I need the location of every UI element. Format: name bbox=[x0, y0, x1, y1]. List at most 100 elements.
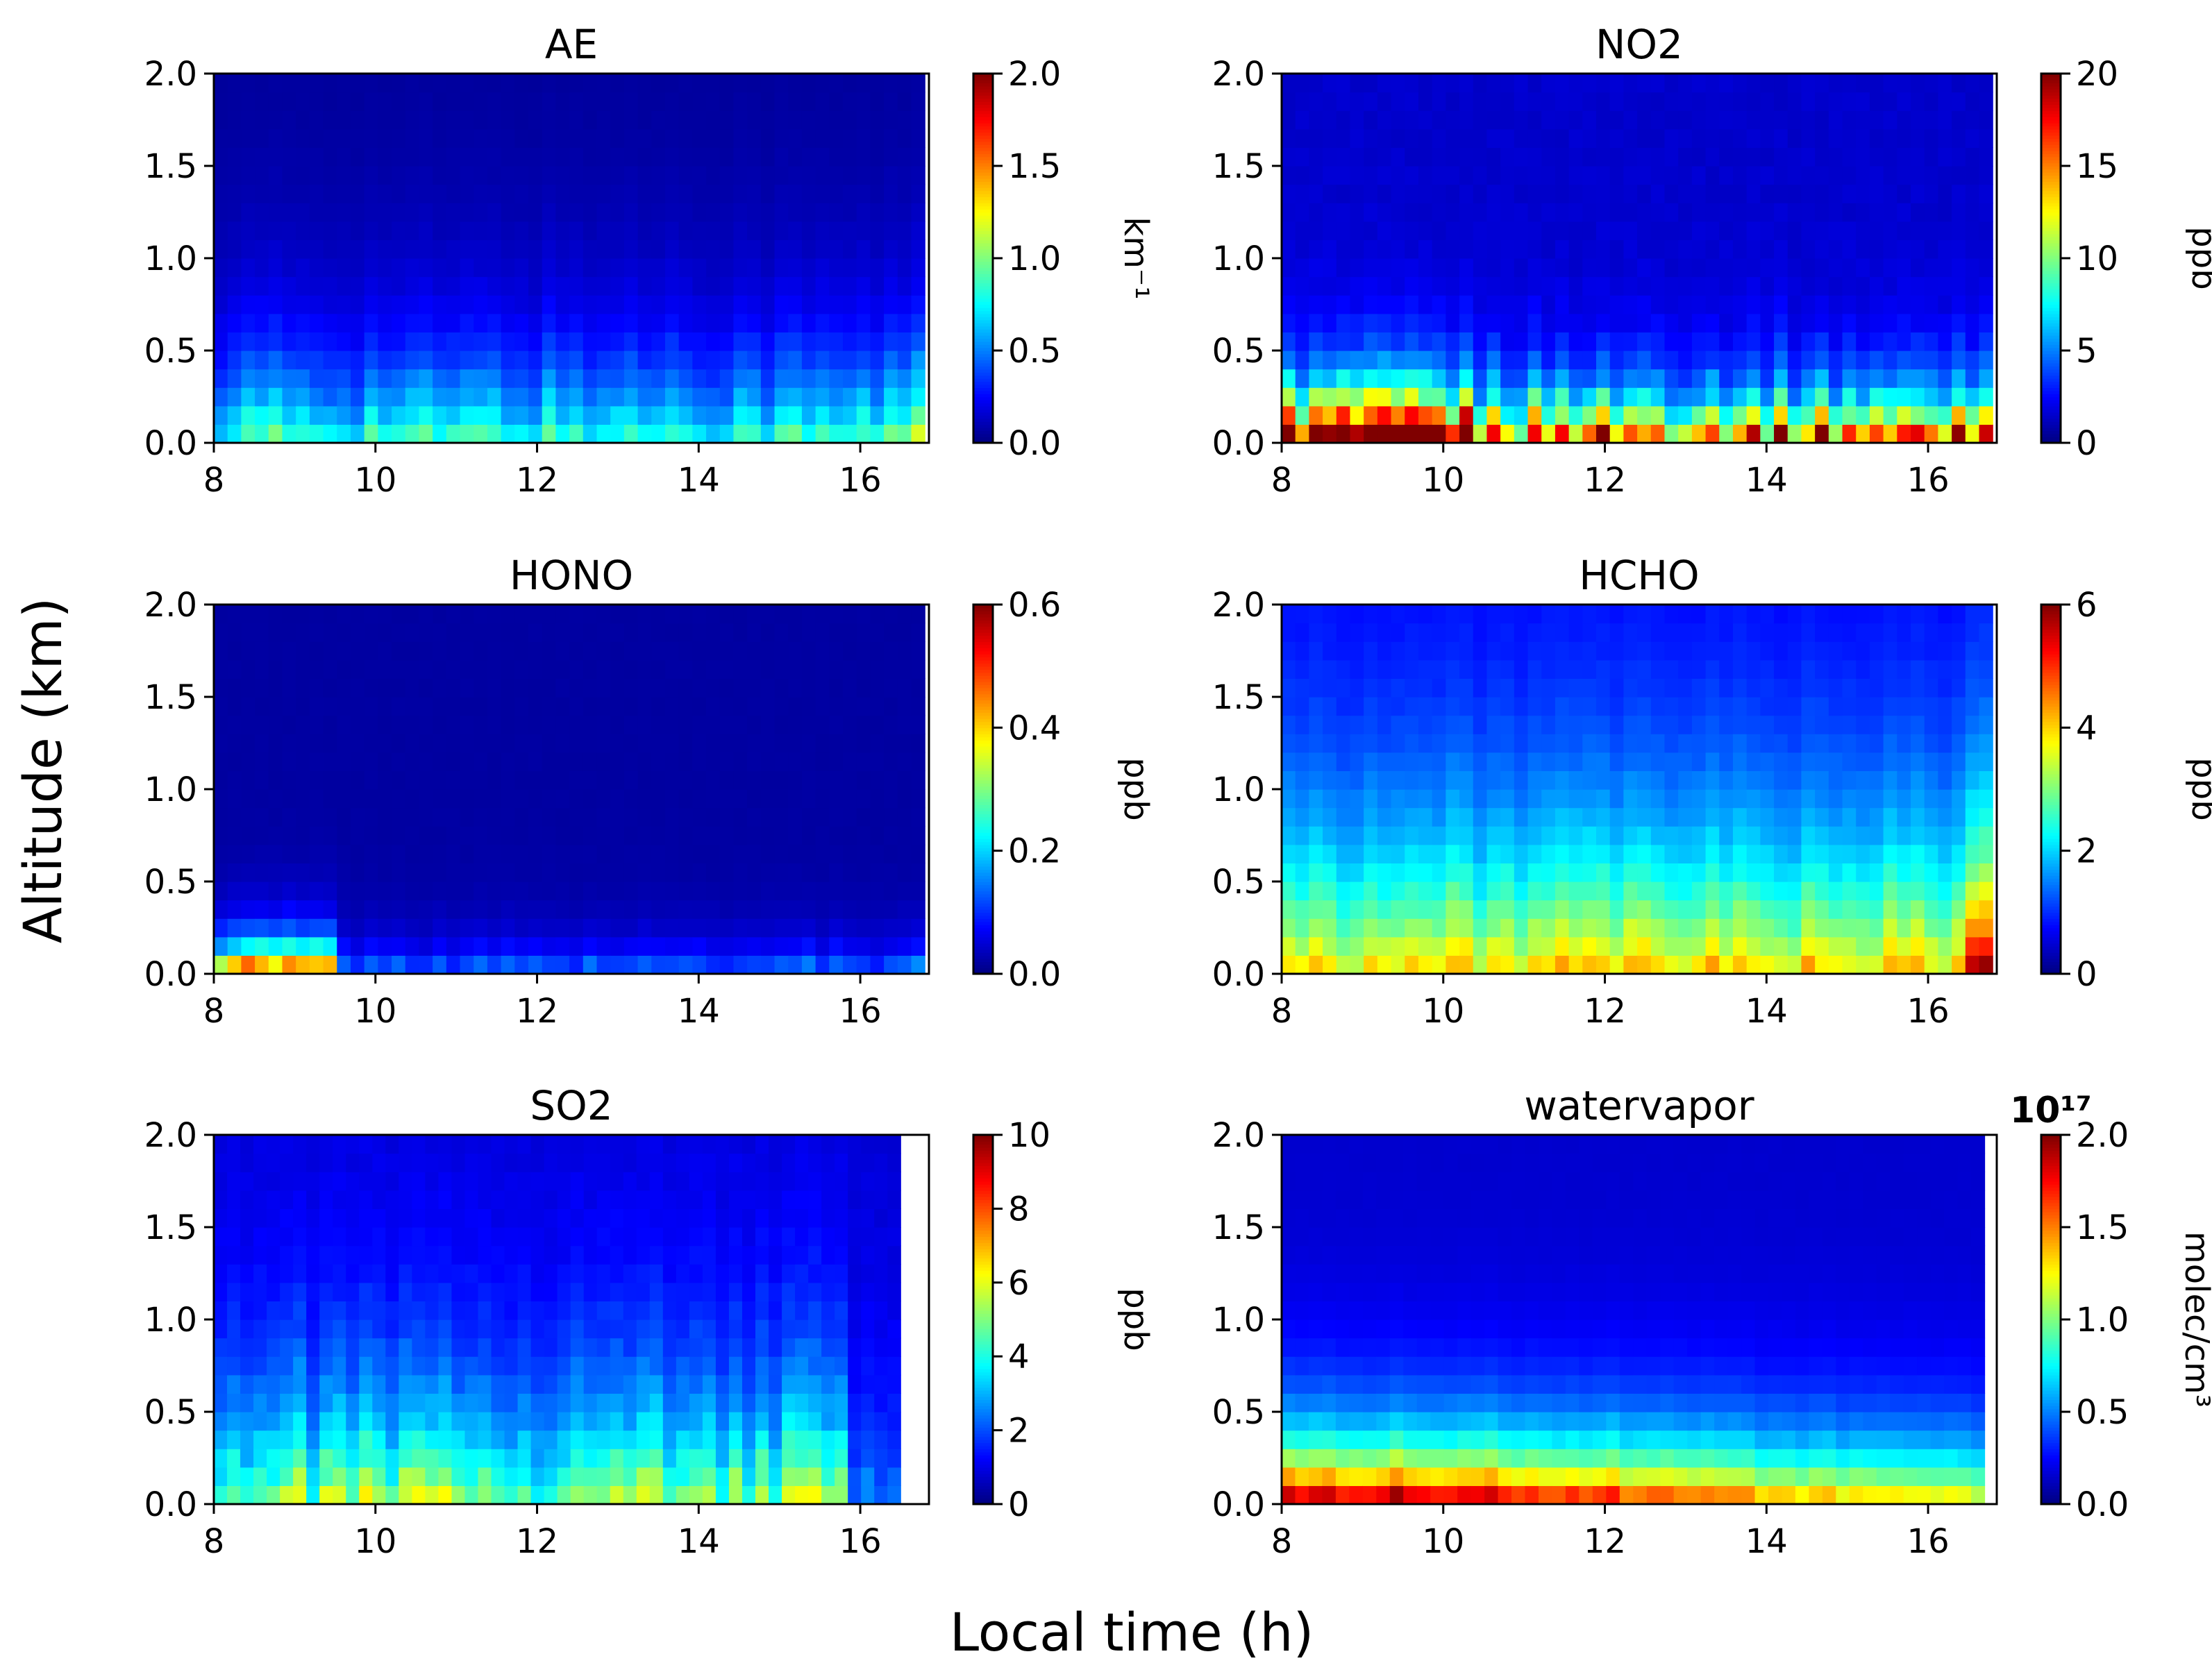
heatmap-cell bbox=[514, 900, 529, 919]
heatmap-cell bbox=[1609, 641, 1624, 661]
heatmap-cell bbox=[1418, 405, 1433, 425]
heatmap-cell bbox=[596, 605, 611, 624]
heatmap-cell bbox=[364, 734, 378, 753]
heatmap-cell bbox=[542, 74, 556, 93]
heatmap-cell bbox=[1432, 147, 1446, 167]
heatmap-cell bbox=[569, 734, 584, 753]
heatmap-cell bbox=[1938, 826, 1952, 845]
heatmap-cell bbox=[528, 258, 543, 278]
heatmap-cell bbox=[884, 770, 898, 790]
heatmap-cell bbox=[856, 900, 871, 919]
heatmap-cell bbox=[337, 276, 351, 296]
heatmap-cell bbox=[1746, 789, 1761, 809]
heatmap-cell bbox=[583, 405, 598, 425]
heatmap-cell bbox=[1500, 203, 1515, 222]
heatmap-cell bbox=[282, 789, 296, 809]
heatmap-cell bbox=[1719, 605, 1734, 624]
heatmap-cell bbox=[1911, 239, 1925, 259]
heatmap-cell bbox=[569, 697, 584, 716]
heatmap-cell bbox=[1391, 405, 1405, 425]
heatmap-cell bbox=[323, 258, 337, 278]
heatmap-cell bbox=[378, 659, 392, 679]
heatmap-cell bbox=[1486, 715, 1501, 734]
heatmap-cell bbox=[350, 659, 365, 679]
heatmap-cell bbox=[788, 128, 803, 148]
heatmap-cell bbox=[651, 184, 666, 203]
heatmap-cell bbox=[1869, 313, 1884, 332]
colorbar-segment bbox=[973, 122, 993, 127]
heatmap-cell bbox=[346, 1467, 360, 1486]
heatmap-cell bbox=[392, 641, 406, 661]
colorbar-segment bbox=[973, 730, 993, 734]
heatmap-cell bbox=[583, 955, 598, 975]
heatmap-cell bbox=[1446, 295, 1460, 314]
heatmap-cell bbox=[747, 826, 762, 845]
heatmap-cell bbox=[1691, 734, 1707, 753]
heatmap-cell bbox=[268, 770, 283, 790]
colorbar-segment bbox=[973, 702, 993, 707]
heatmap-cell bbox=[1364, 276, 1378, 296]
heatmap-cell bbox=[1323, 351, 1337, 370]
colorbar-segment bbox=[973, 918, 993, 922]
heatmap-cell bbox=[255, 770, 269, 790]
heatmap-cell bbox=[897, 184, 912, 203]
heatmap-cell bbox=[623, 405, 639, 425]
heatmap-cell bbox=[319, 1374, 333, 1394]
heatmap-cell bbox=[610, 678, 625, 698]
heatmap-cell bbox=[1541, 826, 1556, 845]
heatmap-cell bbox=[1336, 313, 1351, 332]
heatmap-cell bbox=[870, 405, 885, 425]
heatmap-cell bbox=[350, 332, 365, 351]
heatmap-cell bbox=[319, 1338, 333, 1357]
heatmap-cell bbox=[1746, 203, 1761, 222]
heatmap-cell bbox=[801, 770, 816, 790]
heatmap-cell bbox=[1691, 166, 1707, 185]
heatmap-cell bbox=[392, 900, 406, 919]
heatmap-cell bbox=[1952, 128, 1966, 148]
heatmap-cell bbox=[555, 74, 570, 93]
colorbar-segment bbox=[2041, 405, 2061, 410]
heatmap-cell bbox=[1924, 715, 1938, 734]
heatmap-cell bbox=[1924, 881, 1938, 901]
heatmap-cell bbox=[1897, 881, 1911, 901]
heatmap-cell bbox=[1282, 332, 1296, 351]
heatmap-cell bbox=[733, 405, 748, 425]
colorbar-segment bbox=[973, 752, 993, 757]
heatmap-cell bbox=[1377, 807, 1392, 827]
heatmap-cell bbox=[1650, 110, 1666, 130]
heatmap-cell bbox=[801, 258, 816, 278]
heatmap-cell bbox=[1815, 221, 1829, 240]
heatmap-cell bbox=[346, 1430, 360, 1449]
heatmap-cell bbox=[555, 147, 570, 167]
heatmap-cell bbox=[1815, 405, 1829, 425]
heatmap-cell bbox=[1527, 276, 1542, 296]
heatmap-cell bbox=[1664, 697, 1679, 716]
heatmap-cell bbox=[788, 734, 803, 753]
heatmap-cell bbox=[405, 405, 420, 425]
heatmap-cell bbox=[1500, 184, 1515, 203]
heatmap-cell bbox=[692, 221, 707, 240]
colorbar-segment bbox=[973, 672, 993, 676]
heatmap-cell bbox=[911, 184, 925, 203]
heatmap-cell bbox=[282, 387, 296, 407]
heatmap-cell bbox=[1364, 405, 1378, 425]
heatmap-cell bbox=[596, 405, 611, 425]
heatmap-cell bbox=[637, 147, 652, 167]
heatmap-cell bbox=[333, 1467, 346, 1486]
heatmap-cell bbox=[446, 184, 461, 203]
heatmap-cell bbox=[1295, 92, 1309, 111]
heatmap-cell bbox=[1391, 351, 1405, 370]
heatmap-cell bbox=[528, 351, 543, 370]
y-tick-label: 0.0 bbox=[1212, 955, 1265, 994]
heatmap-cell bbox=[240, 1208, 254, 1228]
heatmap-cell bbox=[1637, 715, 1652, 734]
heatmap-cell bbox=[528, 221, 543, 240]
heatmap-cell bbox=[733, 424, 748, 444]
heatmap-cell bbox=[870, 734, 885, 753]
heatmap-cell bbox=[692, 184, 707, 203]
heatmap-cell bbox=[1732, 184, 1748, 203]
heatmap-cell bbox=[350, 74, 365, 93]
heatmap-cell bbox=[774, 258, 789, 278]
heatmap-cell bbox=[446, 623, 461, 642]
heatmap-cell bbox=[1883, 203, 1897, 222]
